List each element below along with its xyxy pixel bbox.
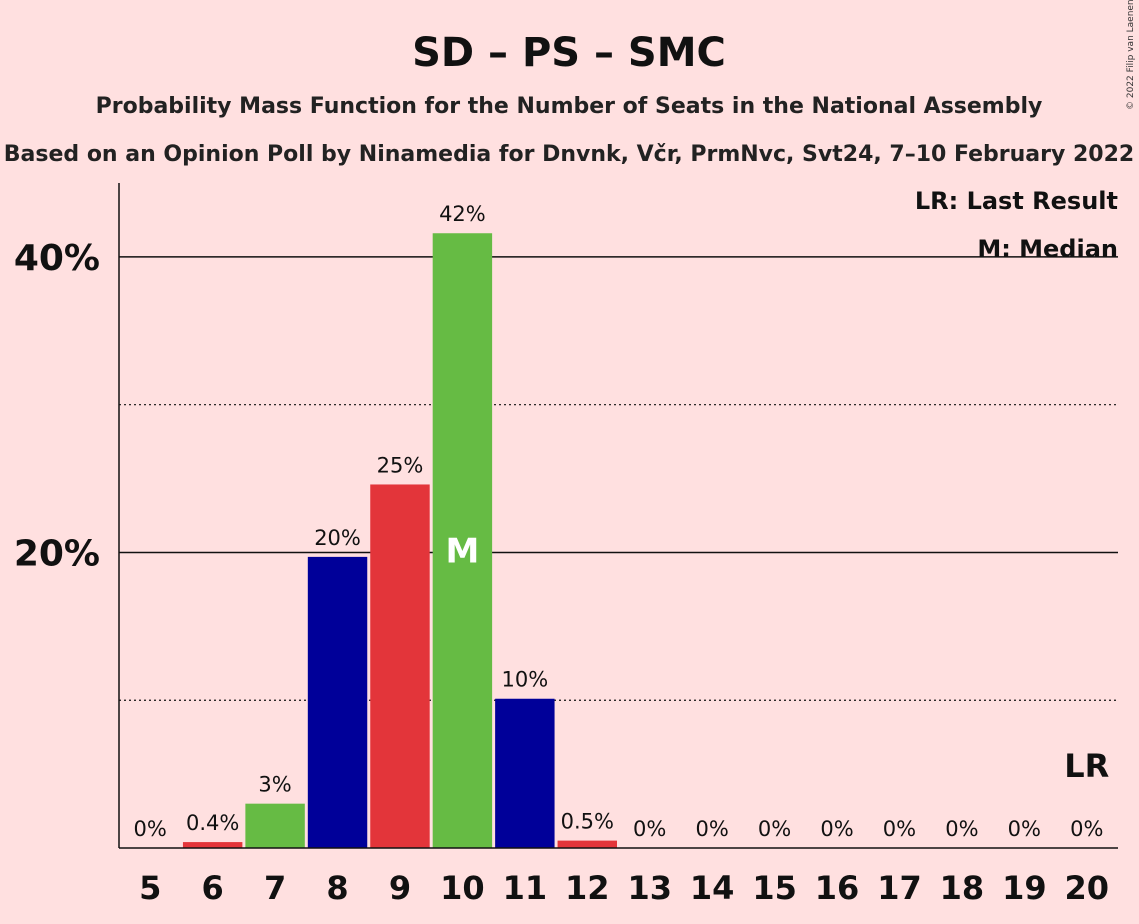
bar-8: [307, 556, 368, 848]
data-label: 25%: [377, 453, 424, 477]
x-tick-label: 17: [877, 869, 922, 907]
x-tick-label: 20: [1065, 869, 1110, 907]
y-axis-ticks: 20% 40%: [14, 238, 100, 575]
data-label: 0.4%: [186, 811, 239, 835]
chart-subtitle: Probability Mass Function for the Number…: [96, 94, 1043, 119]
bar-6: [182, 842, 243, 848]
bars: [182, 233, 617, 848]
x-tick-label: 18: [940, 869, 985, 907]
legend-median: M: Median: [977, 235, 1118, 263]
x-tick-label: 16: [815, 869, 860, 907]
data-label: 0%: [758, 817, 791, 841]
x-tick-label: 15: [752, 869, 797, 907]
x-tick-label: 5: [139, 869, 161, 907]
data-label: 0%: [1070, 817, 1103, 841]
legend-last-result: LR: Last Result: [915, 187, 1118, 215]
x-tick-label: 9: [389, 869, 411, 907]
y-tick-label: 20%: [14, 533, 100, 574]
chart-subtitle-2: Based on an Opinion Poll by Ninamedia fo…: [4, 142, 1134, 167]
x-tick-label: 11: [503, 869, 548, 907]
bar-10: [432, 233, 493, 848]
chart-title: SD – PS – SMC: [412, 30, 726, 76]
x-axis-ticks: 5 6 7 8 9 10 11 12 13 14 15 16 17 18 19 20: [139, 869, 1109, 907]
data-label: 0%: [883, 817, 916, 841]
data-label: 0%: [633, 817, 666, 841]
median-marker: M: [445, 531, 479, 571]
x-tick-label: 14: [690, 869, 735, 907]
data-label: 3%: [258, 773, 291, 797]
bar-7: [245, 803, 305, 848]
bar-11: [495, 698, 555, 848]
data-labels: 0% 0.4% 3% 20% 25% 42% 10% 0.5% 0% 0% 0% 0% 0% 0% 0% 0%: [132, 200, 1106, 843]
data-label: 0%: [945, 817, 978, 841]
last-result-marker: LR: [1064, 747, 1109, 785]
data-label: 10%: [502, 668, 549, 692]
y-tick-label: 40%: [14, 238, 100, 279]
x-tick-label: 10: [440, 869, 485, 907]
data-label: 0.5%: [561, 810, 614, 834]
markers: M LR: [445, 531, 1109, 785]
data-label: 0%: [134, 817, 167, 841]
x-tick-label: 19: [1002, 869, 1047, 907]
x-tick-label: 8: [326, 869, 348, 907]
gridlines: [119, 256, 1118, 701]
data-label: 42%: [439, 202, 486, 226]
x-tick-label: 6: [202, 869, 224, 907]
data-label: 0%: [695, 817, 728, 841]
bar-12: [557, 840, 617, 848]
x-tick-label: 7: [264, 869, 286, 907]
copyright-notice: © 2022 Filip van Laenen: [1126, 0, 1136, 110]
x-tick-label: 13: [627, 869, 672, 907]
x-tick-label: 12: [565, 869, 610, 907]
data-label: 20%: [314, 526, 361, 550]
data-label: 0%: [820, 817, 853, 841]
bar-9: [370, 484, 430, 848]
data-label: 0%: [1008, 817, 1041, 841]
